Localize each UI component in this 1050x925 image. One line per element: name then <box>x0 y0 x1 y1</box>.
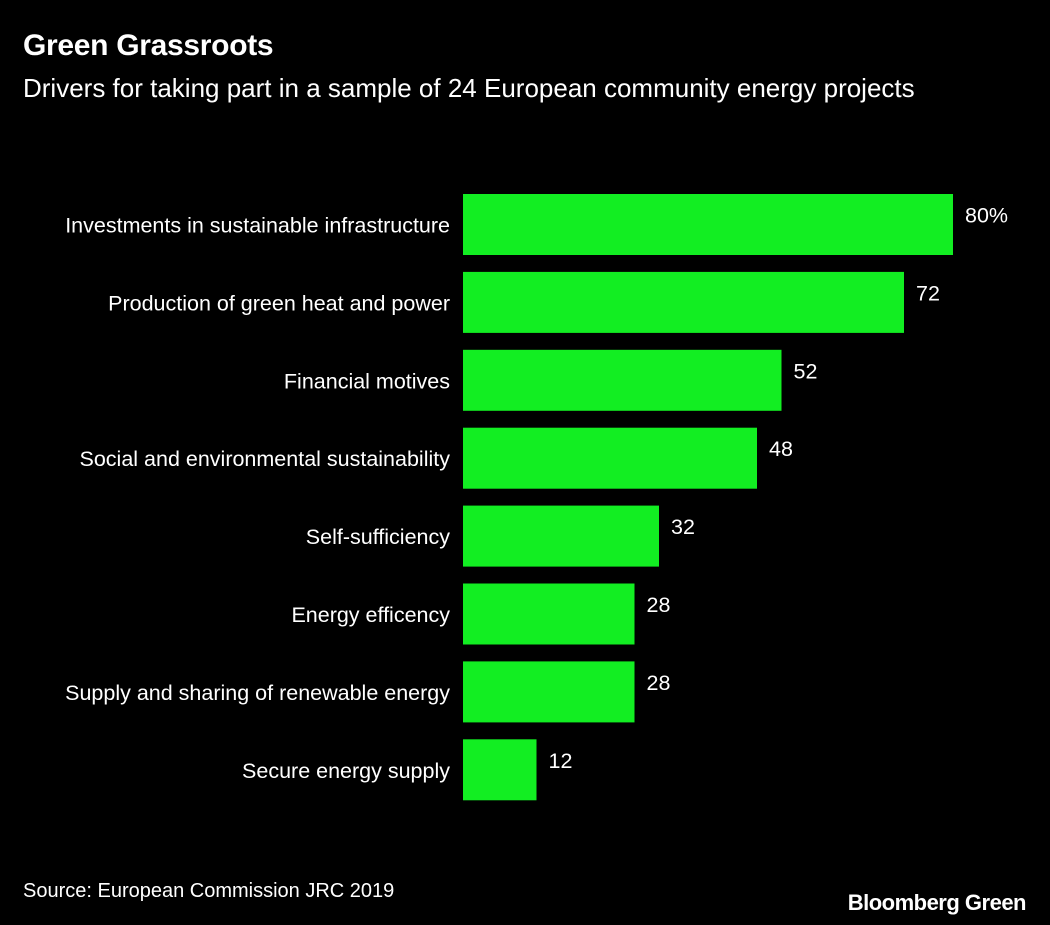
value-label: 12 <box>549 749 573 773</box>
bar <box>463 349 782 411</box>
bar <box>463 505 659 567</box>
bar <box>463 427 757 489</box>
chart-subtitle: Drivers for taking part in a sample of 2… <box>23 73 915 103</box>
category-label: Secure energy supply <box>242 759 450 783</box>
chart-title: Green Grassroots <box>23 29 274 62</box>
bar <box>463 194 953 255</box>
brand-logo: Bloomberg Green <box>847 890 1027 915</box>
bar <box>463 661 635 723</box>
bar <box>463 739 537 801</box>
bar <box>463 583 635 645</box>
category-label: Investments in sustainable infrastructur… <box>65 214 450 238</box>
category-label: Production of green heat and power <box>108 291 450 315</box>
category-label: Energy efficency <box>291 603 450 627</box>
category-label: Self-sufficiency <box>306 525 450 549</box>
value-label: 48 <box>769 437 793 461</box>
value-label: 28 <box>647 593 671 617</box>
value-label: 72 <box>916 281 940 305</box>
value-label: 80% <box>965 204 1008 228</box>
bar <box>463 271 904 333</box>
value-label: 32 <box>671 515 695 539</box>
value-label: 52 <box>794 359 818 383</box>
source-note: Source: European Commission JRC 2019 <box>23 880 395 902</box>
category-label: Supply and sharing of renewable energy <box>65 681 450 705</box>
value-label: 28 <box>647 671 671 695</box>
category-label: Social and environmental sustainability <box>80 447 451 471</box>
category-label: Financial motives <box>284 369 450 393</box>
